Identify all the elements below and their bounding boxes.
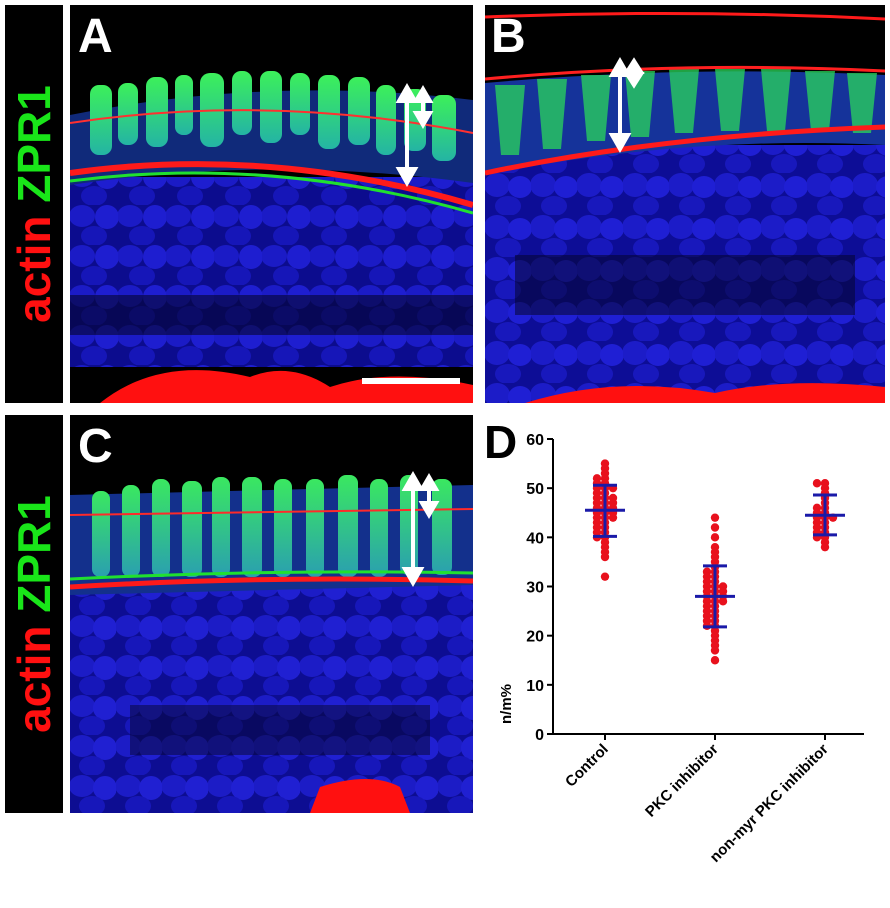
- micrograph-panel-a: A: [70, 5, 473, 403]
- panel-letter-b: B: [491, 10, 526, 63]
- stain-label-top: actin ZPR1: [5, 5, 63, 403]
- data-point: [600, 552, 610, 562]
- chart-points: [592, 459, 838, 665]
- panel-letter-c: C: [78, 420, 113, 473]
- y-tick-label: 30: [526, 580, 544, 597]
- micrograph-b: [485, 5, 885, 403]
- panel-letter-d: D: [484, 416, 517, 468]
- stain-label-bottom-text: actin ZPR1: [8, 495, 60, 733]
- data-point: [812, 479, 822, 488]
- micrograph-panel-c: C: [70, 415, 473, 813]
- scale-bar: [362, 378, 460, 384]
- micrograph-c: [70, 415, 473, 813]
- double-arrows-c: [401, 470, 440, 588]
- data-point: [710, 533, 720, 542]
- data-point: [710, 646, 720, 655]
- chart-axes: 0 10 20 30 40 50 60 Control PKC inhibitornon-myr…: [526, 432, 864, 866]
- y-tick-label: 10: [526, 678, 544, 695]
- x-tick-label: non-myr PKC inhibitor: [707, 741, 832, 866]
- y-axis-label: n/m%: [498, 684, 515, 724]
- x-tick-label: Control: [562, 741, 612, 791]
- panel-letter-a: A: [78, 10, 113, 63]
- y-tick-label: 50: [526, 481, 544, 498]
- y-tick-label: 40: [526, 530, 544, 547]
- stain-label-top-text: actin ZPR1: [8, 85, 60, 323]
- data-point: [718, 597, 728, 606]
- micrograph-panel-b: B: [485, 5, 885, 403]
- y-tick-label: 20: [526, 629, 544, 646]
- chart-panel-d: D 0 10 20 30 40 50 60 Control PKC inhibitor non-m…: [480, 410, 890, 903]
- data-point: [710, 523, 720, 532]
- data-point: [710, 656, 720, 665]
- double-arrows-b: [608, 56, 645, 154]
- double-arrows-a: [395, 82, 434, 188]
- chart-error-bars: [585, 483, 845, 629]
- data-point: [608, 513, 618, 522]
- y-tick-label: 0: [535, 727, 544, 744]
- data-point: [820, 542, 830, 552]
- micrograph-a: [70, 5, 473, 403]
- stain-label-bottom: actin ZPR1: [5, 415, 63, 813]
- x-tick-label: PKC inhibitor: [642, 741, 722, 821]
- data-point: [600, 572, 610, 581]
- data-point: [710, 513, 720, 522]
- y-tick-label: 60: [526, 432, 544, 449]
- scatter-chart: D 0 10 20 30 40 50 60 Control PKC inhibitornon-m…: [484, 416, 864, 866]
